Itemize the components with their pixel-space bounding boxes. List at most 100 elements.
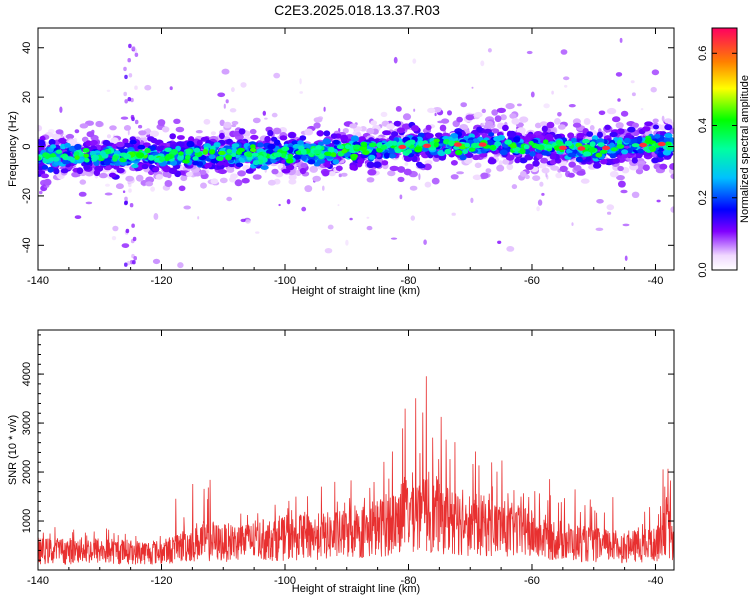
spectrogram-cell	[425, 124, 432, 131]
spectrogram-cell	[576, 132, 585, 139]
spectrogram-cell	[131, 223, 135, 228]
spectrogram-cell	[631, 143, 640, 148]
spectrogram-cell	[615, 72, 623, 77]
spectrogram-cell	[152, 167, 160, 172]
spectrogram-cell	[620, 189, 628, 194]
spectrogram-cell	[229, 108, 237, 113]
spectrogram-cell	[217, 169, 227, 175]
spectrogram-cell	[459, 154, 467, 161]
spectrogram-cell	[42, 157, 49, 164]
spectrogram-cell	[499, 149, 508, 156]
spectrogram-cell	[52, 156, 60, 162]
spectrogram-cell	[544, 133, 554, 140]
spectrogram-cell	[230, 152, 237, 157]
spectrogram-cell	[568, 161, 576, 168]
spectrogram-cell	[399, 194, 403, 200]
spectrogram-cell	[59, 106, 63, 113]
spectrogram-cell	[216, 164, 225, 170]
spectrogram-cell	[411, 125, 419, 132]
spectrogram-cell	[368, 154, 376, 160]
spectrogram-cell	[286, 199, 291, 205]
spectrogram-cell	[299, 91, 304, 94]
spectrogram-cell	[162, 165, 172, 173]
x-tick-label: -40	[648, 575, 664, 587]
spectrogram-cell	[260, 165, 269, 171]
spectrogram-cell	[271, 168, 279, 175]
spectrogram-cell	[496, 164, 505, 172]
spectrogram-cell	[138, 130, 147, 136]
spectrogram-cell	[182, 159, 190, 164]
spectrogram-cell	[129, 139, 137, 145]
spectrogram-cell	[164, 147, 172, 153]
spectrogram-cell	[135, 174, 144, 182]
colorbar: 0.0 0.2 0.4 0.6 Normalized spectral amplitu…	[697, 27, 750, 278]
spectrogram-cell	[124, 99, 128, 104]
spectrogram-cell	[588, 148, 596, 153]
spectrogram-cell	[79, 123, 89, 129]
spectrogram-cell	[123, 66, 127, 72]
spectrogram-cell	[213, 142, 221, 148]
spectrogram-cell	[656, 199, 661, 203]
spectrogram-cell	[127, 58, 131, 63]
spectrogram-cell	[397, 166, 406, 173]
spectrogram-cell	[491, 109, 499, 116]
spectrogram-cell	[462, 149, 469, 155]
spectrogram-cell	[79, 179, 87, 185]
spectrogram-cell	[38, 125, 43, 132]
spectrogram-cell	[349, 123, 358, 129]
spectrogram-cell	[568, 104, 576, 108]
spectrogram-cell	[144, 147, 151, 154]
spectrogram-cell	[178, 151, 184, 156]
spectrogram-cell	[412, 58, 417, 64]
spectrogram-cell	[532, 160, 540, 167]
spectrogram-cell	[564, 84, 568, 88]
spectrogram-cell	[203, 118, 211, 125]
spectrogram-cell	[567, 172, 575, 178]
spectrogram-cell	[370, 120, 378, 126]
spectrogram-cell	[404, 162, 409, 166]
spectrogram-cell	[64, 134, 66, 140]
spectrogram-cell	[245, 219, 251, 224]
spectrogram-cell	[450, 160, 458, 166]
chart-title: C2E3.2025.018.13.37.R03	[274, 2, 440, 18]
spectrogram-cell	[249, 147, 257, 153]
spectrogram-cell	[543, 103, 550, 109]
spectrogram-cell	[91, 154, 100, 161]
spectrogram-cell	[451, 212, 456, 216]
spectrogram-cell	[621, 153, 628, 159]
spectrogram-cell	[328, 171, 336, 177]
spectrogram-cell	[403, 168, 412, 176]
x-tick-label: -60	[524, 575, 540, 587]
spectrogram-cell	[333, 139, 340, 145]
spectrogram-cell	[368, 142, 377, 148]
spectrogram-cell	[434, 112, 437, 117]
spectrogram-cell	[631, 157, 638, 164]
spectrogram-cell	[109, 125, 117, 131]
snr-panel: -140 -120 -100 -80 -60 -40 1000 2000 3000 4000 H…	[7, 329, 675, 595]
spectrogram-cell	[335, 165, 343, 172]
spectrogram-cell	[231, 124, 237, 128]
spectrogram-cell	[125, 228, 130, 234]
spectrogram-cell	[303, 143, 311, 149]
spectrogram-cell	[670, 173, 674, 180]
spectrogram-cell	[389, 153, 396, 159]
spectrogram-cell	[349, 217, 353, 221]
y-tick-label: 3000	[21, 411, 33, 435]
spectrogram-cell	[53, 167, 60, 175]
spectrogram-cell	[309, 165, 319, 173]
spectrogram-cell	[301, 206, 307, 212]
spectrogram-cell	[441, 118, 450, 124]
spectrogram-cell	[539, 181, 544, 187]
spectrogram-cell	[74, 215, 82, 220]
spectrogram-cell	[231, 143, 240, 148]
spectrogram-cell	[447, 110, 452, 116]
spectrogram-cell	[332, 159, 340, 165]
spectrogram-cell	[312, 175, 322, 182]
spectrogram-cell	[200, 182, 207, 189]
spectrogram-cell	[129, 203, 134, 208]
spectrogram-cell	[219, 119, 225, 127]
x-tick-label: -140	[27, 575, 49, 587]
spectrogram-cell	[506, 246, 515, 252]
spectrogram-cell	[278, 203, 281, 207]
spectrogram-panel: -140 -120 -100 -80 -60 -40 -40 -20 0 20 40 Height…	[7, 27, 675, 297]
